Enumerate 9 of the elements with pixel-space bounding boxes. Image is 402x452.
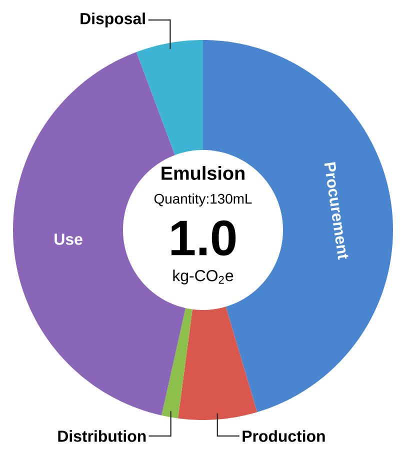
slice-label: Procurement [324, 162, 348, 260]
text: Quantity:130mL [154, 193, 252, 206]
text: 1.0 [172, 220, 236, 256]
slice-label: Disposal [80, 12, 145, 28]
slice-label: Use [54, 234, 82, 245]
slice-label: Distribution [58, 430, 146, 442]
text: kg-CO$_{2}$e [173, 270, 234, 284]
text: Emulsion [162, 166, 244, 180]
slice-label: Production [242, 430, 325, 442]
